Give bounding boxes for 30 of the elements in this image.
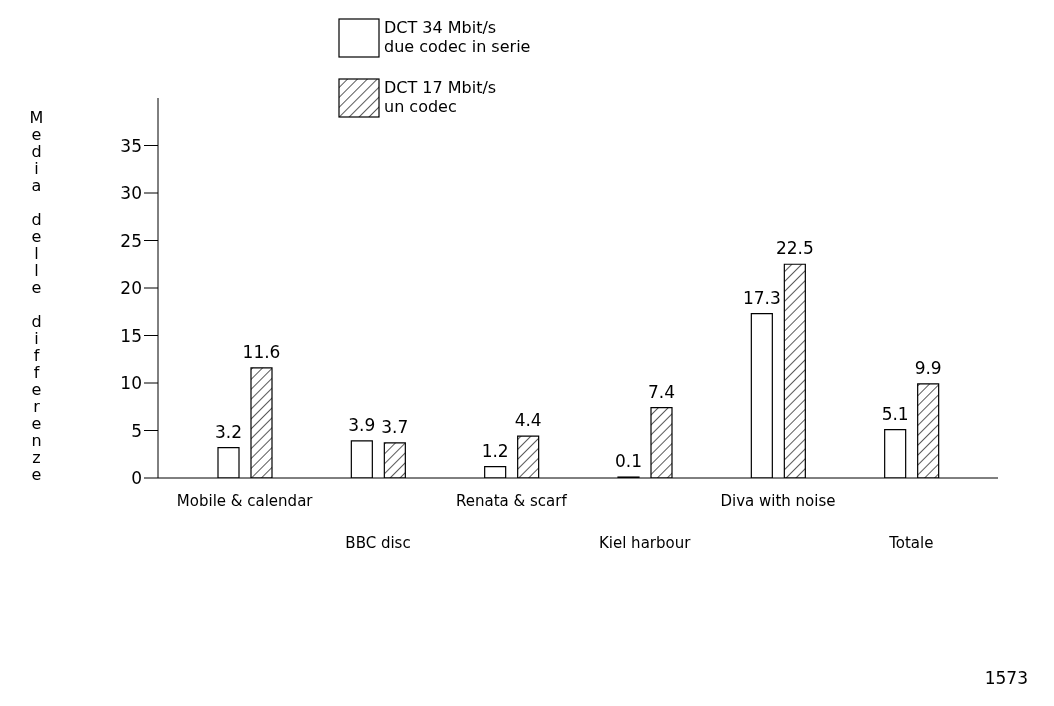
data-label: 3.7 [381, 416, 409, 437]
y-tick-label: 5 [131, 420, 142, 441]
x-tick-label: Kiel harbour [598, 534, 692, 552]
data-label: 3.9 [348, 414, 376, 435]
x-tick-label: BBC disc [345, 534, 411, 552]
y-tick-label: 0 [131, 468, 142, 489]
data-label: 5.1 [881, 403, 909, 424]
x-tick-label: Totale [888, 534, 934, 552]
x-tick-label: Renata & scarf [455, 492, 568, 510]
data-label: 9.9 [914, 357, 942, 378]
data-label: 0.1 [614, 451, 643, 472]
data-label: 22.5 [775, 238, 814, 259]
data-label: 3.2 [214, 421, 243, 442]
legend-label: DCT 34 Mbit/s due codec in serie [384, 18, 531, 56]
data-label: 17.3 [742, 287, 781, 308]
y-axis-title: Media delle differenze [27, 108, 46, 482]
data-label: 1.2 [481, 440, 509, 461]
text: 1573 [984, 668, 1028, 688]
data-label: 4.4 [514, 410, 542, 431]
y-tick-label: 25 [120, 230, 142, 251]
y-tick-label: 20 [120, 278, 142, 299]
y-tick-label: 10 [120, 373, 142, 394]
data-label: 7.4 [647, 381, 676, 402]
data-label: 11.6 [242, 341, 281, 362]
y-tick-label: 15 [120, 325, 142, 346]
x-tick-label: Diva with noise [720, 492, 836, 510]
x-tick-label: Mobile & calendar [176, 492, 314, 510]
legend-label: DCT 17 Mbit/s un codec [384, 78, 497, 116]
y-tick-label: 30 [120, 183, 142, 204]
y-tick-label: 35 [120, 135, 142, 156]
